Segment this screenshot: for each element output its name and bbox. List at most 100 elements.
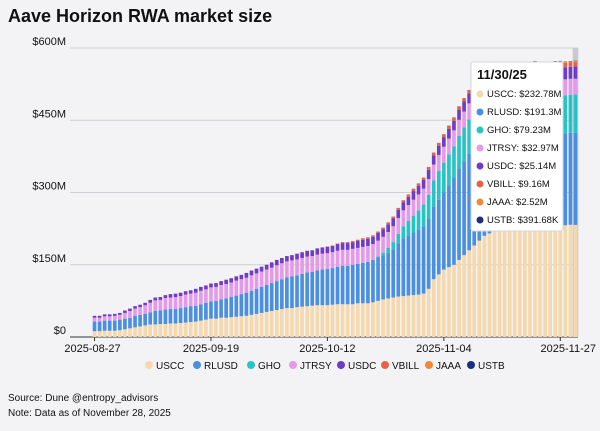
bar-segment-jtrsy [204, 289, 208, 303]
bar-segment-uscc [295, 307, 299, 337]
bar-segment-rlusd [158, 310, 163, 324]
bar-segment-uscc [107, 330, 112, 337]
x-tick-label: 2025-10-12 [299, 343, 355, 355]
bar-segment-rlusd [396, 243, 401, 297]
bar-segment-vbill [371, 235, 375, 237]
bar-segment-uscc [355, 303, 360, 337]
bar-segment-usdc [128, 308, 132, 311]
bar-segment-uscc [381, 299, 385, 337]
bar-segment-uscc [188, 322, 193, 337]
legend-label-jtrsy: JTRSY [300, 361, 332, 372]
bar-segment-uscc [517, 226, 522, 337]
y-tick-label: $300M [32, 181, 66, 193]
bar-segment-uscc [462, 255, 466, 337]
bar-segment-usdc [335, 244, 340, 251]
bar-segment-jtrsy [310, 256, 315, 272]
x-tick-label: 2025-08-27 [64, 343, 120, 355]
legend-label-usdc: USDC [348, 361, 376, 372]
bar-segment-vbill [426, 166, 431, 170]
bar-segment-rlusd [310, 271, 315, 306]
bar-segment-rlusd [178, 308, 183, 324]
bar-segment-rlusd [219, 299, 223, 318]
bar-segment-vbill [345, 242, 350, 244]
bar-segment-jtrsy [264, 269, 269, 285]
bar-segment-usdc [249, 270, 254, 276]
bar-segment-uscc [406, 295, 411, 337]
tooltip-row: JAAA: $2.52M [487, 197, 548, 208]
bar-segment-uscc [315, 305, 320, 337]
bar-segment-uscc [320, 305, 325, 337]
bar-segment-usdc [158, 297, 163, 300]
bar-segment-uscc [163, 323, 168, 337]
bar-segment-uscc [411, 295, 416, 337]
bar-segment-uscc [143, 325, 147, 337]
bar-segment-jtrsy [254, 273, 259, 289]
bar-segment-rlusd [361, 262, 365, 304]
y-tick-label: $150M [32, 253, 66, 265]
bar-segment-usdc [325, 246, 330, 254]
bar-segment-uscc [300, 306, 304, 337]
bar-segment-gho [426, 194, 431, 219]
bar-segment-rlusd [249, 290, 254, 315]
bar-segment-rlusd [340, 265, 345, 305]
bar-segment-uscc [396, 296, 401, 337]
bar-segment-uscc [573, 224, 578, 337]
tooltip-row: USDC: $25.14M [487, 161, 556, 172]
bar-segment-jtrsy [97, 317, 102, 322]
legend-label-rlusd: RLUSD [204, 361, 238, 372]
bar-segment-uscc [426, 288, 431, 337]
bar-segment-usdc [462, 101, 466, 112]
bar-segment-gho [452, 146, 456, 179]
bar-segment-jtrsy [244, 277, 249, 293]
bar-segment-uscc [533, 224, 537, 337]
bar-segment-uscc [335, 304, 340, 337]
bar-segment-usdc [112, 313, 117, 316]
bar-segment-uscc [502, 227, 507, 337]
bar-segment-usdc [355, 240, 360, 248]
bar-segment-uscc [178, 323, 183, 337]
bar-segment-uscc [467, 250, 471, 337]
legend-swatch-gho [247, 361, 255, 369]
bar-segment-jtrsy [214, 286, 218, 301]
bar-segment-usdc [188, 290, 193, 294]
bar-segment-uscc [244, 315, 249, 337]
bar-segment-rlusd [366, 261, 370, 304]
bar-segment-gho [573, 94, 578, 133]
bar-segment-usdc [447, 128, 451, 139]
bar-segment-uscc [158, 323, 163, 337]
bar-segment-usdc [209, 283, 213, 288]
legend-label-gho: GHO [258, 361, 281, 372]
bar-segment-rlusd [371, 259, 375, 303]
bar-segment-vbill [462, 98, 466, 102]
bar-segment-jtrsy [153, 300, 158, 311]
bar-segment-vbill [401, 200, 406, 203]
bar-segment-jtrsy [133, 308, 137, 316]
bar-segment-usdc [300, 252, 304, 259]
bar-segment-jtrsy [102, 316, 107, 321]
tooltip-swatch [476, 198, 484, 206]
bar-segment-usdc [178, 292, 183, 297]
bar-segment-uscc [239, 316, 244, 337]
bar-segment-usdc [467, 93, 471, 104]
bar-segment-uscc [214, 318, 218, 337]
bar-segment-jtrsy [285, 261, 289, 278]
bar-segment-usdc [315, 248, 320, 255]
bar-segment-uscc [102, 330, 107, 337]
bar-segment-rlusd [133, 315, 137, 328]
bar-segment-uscc [259, 312, 264, 337]
bar-segment-jtrsy [269, 267, 274, 284]
bar-segment-jtrsy [452, 130, 456, 147]
bar-segment-gho [462, 127, 466, 162]
bar-segment-vbill [568, 62, 573, 67]
bar-segment-vbill [452, 117, 456, 121]
bar-segment-vbill [416, 183, 421, 186]
bar-segment-uscc [330, 304, 335, 337]
y-axis-ticks: $0 $150M $300M $450M $600M [32, 36, 66, 337]
bar-segment-rlusd [563, 133, 568, 226]
bar-segment-usdc [143, 302, 147, 306]
tooltip-box [470, 61, 564, 232]
bar-segment-gho [563, 95, 568, 134]
bar-segment-jtrsy [366, 245, 370, 262]
